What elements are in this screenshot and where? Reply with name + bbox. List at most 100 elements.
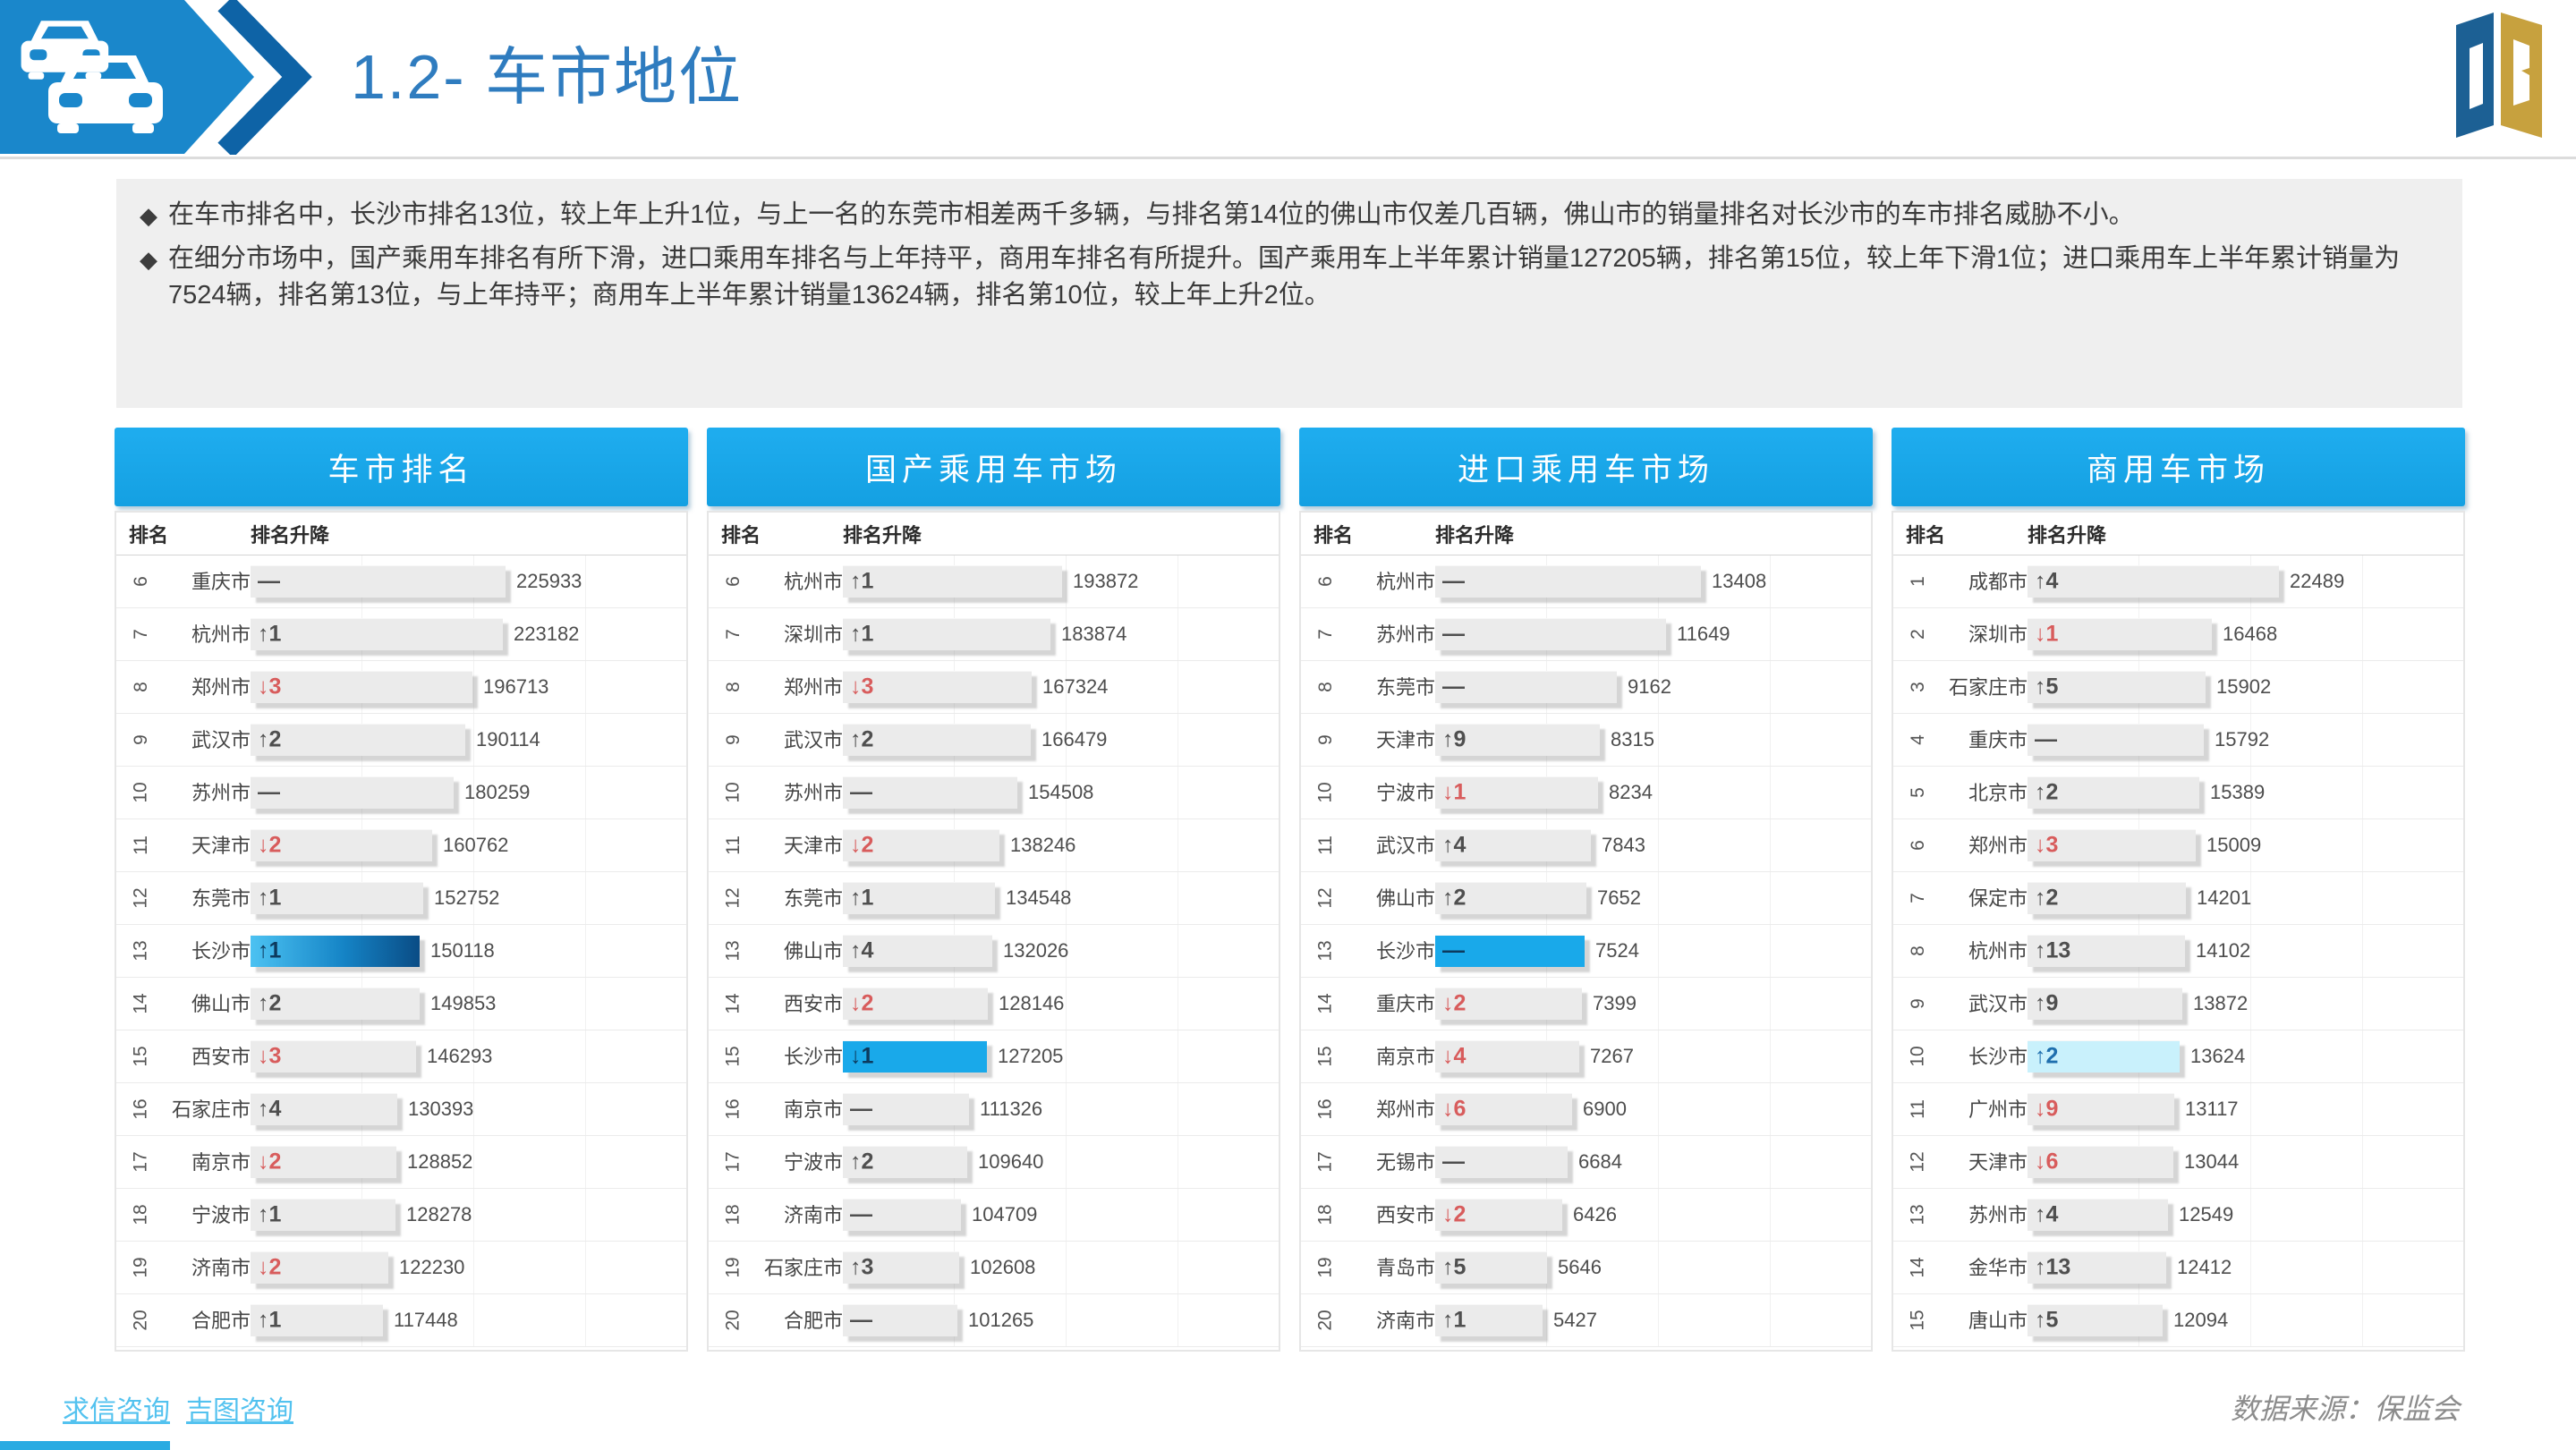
value-label: 101265 (968, 1309, 1034, 1331)
city-cell: 青岛市 (1375, 1257, 1435, 1279)
rank-down-indicator: ↓4 (1442, 1043, 1467, 1069)
city-cell: 宁波市 (1375, 782, 1435, 804)
city-cell: 南京市 (783, 1098, 843, 1121)
panel-body: 排名 排名升降 6 杭州市 ↑1 193872 7 深圳市 ↑1 183874 8 郑州市 ↓3 16… (707, 511, 1280, 1352)
value-bar (843, 776, 1017, 809)
table-row: 6 杭州市 ↑1 193872 (709, 555, 1279, 608)
bar-cell: ↓3 196713 (251, 661, 686, 713)
value-bar (251, 671, 472, 703)
value-label: 225933 (516, 570, 582, 592)
rank-cell: 7 (722, 629, 744, 640)
city-cell: 郑州市 (191, 676, 251, 699)
cars-banner-icon (0, 0, 312, 155)
rank-cell: 7 (130, 629, 151, 640)
value-label: 12549 (2179, 1203, 2234, 1225)
value-bar (1435, 1304, 1543, 1336)
table-row: 13 佛山市 ↑4 132026 (709, 925, 1279, 978)
rank-up-indicator: ↑1 (1442, 1307, 1467, 1333)
value-label: 7652 (1597, 886, 1641, 909)
table-row: 17 南京市 ↓2 128852 (116, 1136, 686, 1189)
city-cell: 济南市 (1375, 1310, 1435, 1332)
city-cell: 保定市 (1968, 887, 2028, 910)
bar-cell: ↑4 12549 (2028, 1189, 2463, 1241)
value-label: 9162 (1628, 675, 1671, 698)
column-rank: 排名 (1314, 523, 1354, 547)
table-row: 10 苏州市 — 180259 (116, 767, 686, 819)
city-cell: 武汉市 (1968, 993, 2028, 1015)
value-label: 167324 (1042, 675, 1109, 698)
city-cell: 南京市 (1375, 1046, 1435, 1068)
value-label: 13044 (2184, 1150, 2240, 1173)
rank-cell: 9 (1907, 998, 1928, 1009)
value-bar (1435, 1199, 1562, 1231)
bar-cell: ↑13 12412 (2028, 1242, 2463, 1293)
table-row: 19 石家庄市 ↑3 102608 (709, 1242, 1279, 1294)
value-label: 154508 (1028, 781, 1094, 803)
city-cell: 苏州市 (191, 782, 251, 804)
rank-cell: 5 (1907, 787, 1928, 798)
value-label: 104709 (972, 1203, 1038, 1225)
value-label: 102608 (970, 1256, 1036, 1278)
rank-cell: 1 (1907, 576, 1928, 587)
city-cell: 合肥市 (783, 1310, 843, 1332)
bar-cell: ↑2 190114 (251, 714, 686, 766)
rank-down-indicator: ↓1 (850, 1043, 874, 1069)
column-rank: 排名 (129, 523, 169, 547)
value-bar (251, 1251, 388, 1284)
bar-cell: ↓2 7399 (1435, 978, 1871, 1030)
bar-cell: ↑4 130393 (251, 1083, 686, 1135)
rank-cell: 18 (722, 1204, 744, 1225)
value-label: 166479 (1041, 728, 1108, 750)
table-row: 10 长沙市 ↑2 13624 (1893, 1030, 2463, 1083)
rank-up-indicator: ↑2 (850, 726, 874, 752)
table-row: 10 宁波市 ↓1 8234 (1301, 767, 1871, 819)
rank-cell: 7 (1314, 629, 1336, 640)
rank-up-indicator: ↑5 (1442, 1254, 1467, 1280)
value-label: 183874 (1061, 623, 1127, 645)
table-row: 17 无锡市 — 6684 (1301, 1136, 1871, 1189)
city-cell: 东莞市 (191, 887, 251, 910)
bar-cell: ↓2 128852 (251, 1136, 686, 1188)
bar-cell: ↑4 22489 (2028, 555, 2463, 607)
bar-cell: ↑2 7652 (1435, 872, 1871, 924)
bar-cell: — 9162 (1435, 661, 1871, 713)
bar-cell: ↑5 5646 (1435, 1242, 1871, 1293)
bar-cell: ↓1 127205 (843, 1030, 1279, 1082)
value-label: 117448 (394, 1309, 458, 1331)
bar-rows: 6 重庆市 —225933 7 杭州市 ↑1 223182 8 郑州市 ↓3 196713 9 武汉市 ↑… (116, 555, 686, 1347)
panel-imported-passenger: 进口乘用车市场 排名 排名升降 6 杭州市 — 13408 7 苏州市 — 11649 8 东莞市… (1299, 428, 1873, 1352)
rank-cell: 10 (722, 782, 744, 803)
value-label: 149853 (430, 992, 497, 1014)
city-cell: 苏州市 (1968, 1204, 2028, 1226)
rank-cell: 2 (1907, 629, 1928, 640)
table-row: 13 长沙市 — 7524 (1301, 925, 1871, 978)
table-row: 9 武汉市 ↑9 13872 (1893, 978, 2463, 1030)
bar-cell: ↑9 8315 (1435, 714, 1871, 766)
city-cell: 佛山市 (1375, 887, 1435, 910)
footer-link-qiuxin[interactable]: 求信咨询 (63, 1396, 170, 1426)
bar-cell: ↑1 5427 (1435, 1294, 1871, 1346)
rank-up-indicator: ↑4 (258, 1096, 282, 1122)
rank-up-indicator: ↑5 (2035, 674, 2059, 700)
rank-flat-indicator: — (258, 779, 280, 805)
city-cell: 无锡市 (1375, 1151, 1435, 1174)
value-label: 134548 (1006, 886, 1072, 909)
city-cell: 南京市 (191, 1151, 251, 1174)
city-cell: 长沙市 (783, 1046, 843, 1068)
rank-flat-indicator: — (850, 1307, 872, 1333)
column-change: 排名升降 (2028, 523, 2107, 547)
table-row: 13 长沙市 ↑1 150118 (116, 925, 686, 978)
rank-up-indicator: ↑13 (2035, 1254, 2071, 1280)
bar-cell: — 104709 (843, 1189, 1279, 1241)
diamond-bullet-icon: ◆ (140, 246, 157, 274)
city-cell: 苏州市 (1375, 623, 1435, 646)
table-row: 11 广州市 ↓9 13117 (1893, 1083, 2463, 1136)
rank-cell: 12 (1907, 1151, 1928, 1173)
table-row: 8 郑州市 ↓3 196713 (116, 661, 686, 714)
rank-down-indicator: ↓9 (2035, 1096, 2059, 1122)
footer-link-jitu[interactable]: 吉图咨询 (186, 1396, 293, 1426)
bar-rows: 6 杭州市 ↑1 193872 7 深圳市 ↑1 183874 8 郑州市 ↓3 167324 9 武汉市… (709, 555, 1279, 1347)
column-header: 排名 排名升降 (116, 513, 686, 555)
rank-cell: 14 (722, 993, 744, 1014)
city-cell: 天津市 (191, 835, 251, 857)
